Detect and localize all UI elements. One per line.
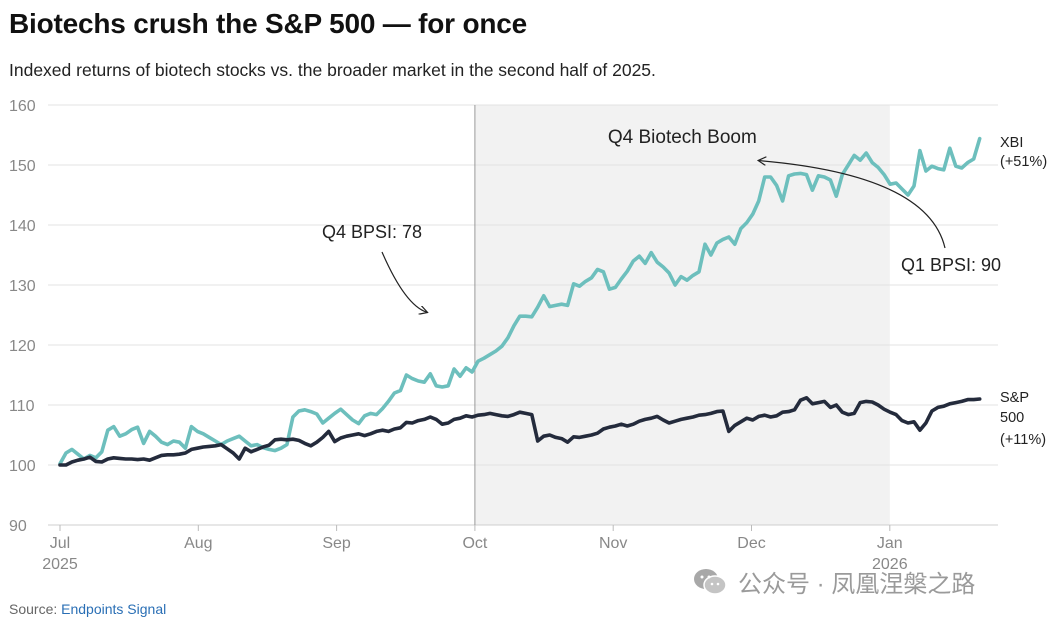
y-tick-label: 100 [9,458,36,475]
y-tick-label: 160 [9,98,36,115]
x-tick-label: Oct [462,535,487,552]
watermark: 公众号 · 凤凰涅槃之路 [692,564,975,599]
x-tick-year: 2025 [42,556,78,573]
y-tick-label: 110 [9,398,35,415]
series-end-label: 500 [1000,410,1024,426]
annotation-q1-bpsi: Q1 BPSI: 90 [901,255,1001,275]
x-tick-label: Aug [184,535,212,552]
x-tick-label: Dec [737,535,765,552]
source-link[interactable]: Endpoints Signal [61,601,167,617]
x-tick-year: 2026 [872,556,908,573]
source-note: Source: Endpoints Signal [9,601,166,617]
chart-title: Biotechs crush the S&P 500 — for once [9,8,528,39]
y-tick-label: 90 [9,518,27,535]
annotation-arrow-q4 [381,251,427,312]
source-prefix: Source: [9,601,62,617]
chart-subtitle: Indexed returns of biotech stocks vs. th… [9,60,656,80]
y-tick-label: 120 [9,338,36,355]
series-line-xbi [58,136,982,466]
x-tick-label: Nov [599,535,627,552]
annotation-arrow-q1 [759,161,946,249]
shaded-region-label: Q4 Biotech Boom [608,127,757,148]
series-line-sp500 [58,395,982,467]
watermark-text: 公众号 · 凤凰涅槃之路 [738,571,976,598]
x-tick-label: Sep [322,535,351,552]
y-tick-label: 130 [9,278,36,295]
x-tick-label: Jul [50,535,70,552]
annotation-q4-bpsi: Q4 BPSI: 78 [322,222,422,242]
wechat-icon [692,567,728,597]
y-tick-label: 140 [9,218,36,235]
x-tick-label: Jan [877,535,903,552]
series-end-label: (+11%) [1000,432,1046,448]
series-end-label: S&P [1000,390,1029,406]
y-tick-label: 150 [9,158,36,175]
series-end-label: (+51%) [1000,154,1047,170]
shaded-region [474,105,890,525]
series-end-label: XBI [1000,135,1023,151]
